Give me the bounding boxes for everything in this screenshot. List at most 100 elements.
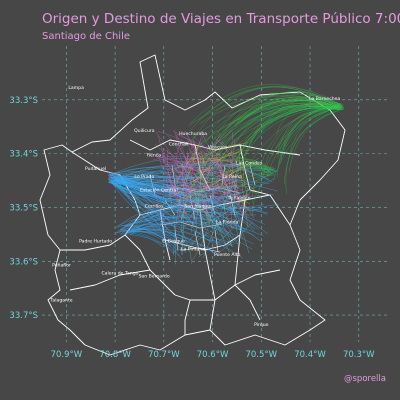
place-label: Conchalí bbox=[169, 141, 189, 148]
flow-line bbox=[176, 145, 180, 171]
y-tick-label: 33.4°S bbox=[9, 150, 38, 160]
x-tick-label: 70.5°W bbox=[245, 350, 277, 360]
x-tick-label: 70.4°W bbox=[294, 350, 326, 360]
flow-line bbox=[189, 195, 214, 226]
flow-line bbox=[226, 184, 250, 254]
x-tick-label: 70.3°W bbox=[343, 350, 375, 360]
flow-line bbox=[213, 221, 253, 257]
flow-line bbox=[202, 194, 228, 259]
flow-line bbox=[200, 157, 211, 228]
region-outline bbox=[39, 54, 346, 356]
place-label: La Florida bbox=[216, 220, 239, 226]
flow-line bbox=[201, 152, 207, 167]
flow-lines bbox=[107, 84, 344, 265]
y-tick-label: 33.7°S bbox=[9, 311, 38, 321]
place-label: San Bernardo bbox=[139, 273, 170, 279]
flow-line bbox=[176, 163, 248, 203]
flow-line bbox=[275, 103, 339, 134]
x-tick-label: 70.7°W bbox=[148, 350, 180, 360]
flow-line bbox=[205, 157, 226, 161]
flow-line bbox=[164, 195, 211, 219]
flow-line bbox=[179, 162, 204, 241]
flow-line bbox=[152, 186, 167, 230]
flow-line bbox=[273, 109, 342, 181]
flow-line bbox=[178, 226, 192, 265]
flow-line bbox=[120, 206, 183, 236]
flow-line bbox=[118, 205, 189, 227]
flow-line bbox=[186, 195, 217, 206]
flow-line bbox=[182, 193, 207, 215]
flow-line bbox=[257, 105, 342, 197]
place-label: Estación Central bbox=[140, 186, 178, 193]
flow-line bbox=[180, 202, 202, 234]
flow-line bbox=[254, 160, 269, 170]
flow-line bbox=[174, 168, 213, 190]
flow-line bbox=[115, 182, 266, 225]
place-label: Calera de Tango bbox=[101, 271, 138, 277]
y-axis-ticks: 33.3°S 33.4°S 33.5°S 33.6°S 33.7°S bbox=[9, 96, 38, 321]
flow-line bbox=[288, 107, 339, 173]
place-label: Las Condes bbox=[236, 160, 263, 166]
place-label: Quilicura bbox=[134, 128, 155, 134]
y-tick-label: 33.3°S bbox=[9, 96, 38, 106]
place-label: Lampa bbox=[68, 85, 84, 91]
flow-line bbox=[173, 161, 192, 256]
flow-line bbox=[185, 143, 200, 183]
flow-line bbox=[123, 232, 162, 247]
place-labels: Lampa Lo Barnechea Quilicura Huechuraba Conc… bbox=[49, 85, 340, 328]
flow-line bbox=[124, 234, 183, 260]
place-label: Huechuraba bbox=[179, 131, 207, 137]
flow-line bbox=[199, 174, 275, 224]
flow-line bbox=[169, 184, 247, 195]
flow-line bbox=[155, 163, 195, 198]
flow-line bbox=[192, 191, 229, 214]
place-label: Peñaflor bbox=[52, 263, 71, 269]
place-label: El Bosque bbox=[162, 238, 185, 244]
place-label: Peñalolén bbox=[228, 194, 250, 201]
flow-line bbox=[133, 223, 225, 247]
place-label: La Pintana bbox=[181, 247, 205, 253]
flow-line bbox=[236, 91, 341, 123]
flow-line bbox=[213, 100, 342, 140]
place-label: Talagante bbox=[49, 298, 72, 304]
flow-line bbox=[181, 164, 185, 256]
place-label: Pirque bbox=[254, 322, 269, 328]
author-credit: @sporella bbox=[344, 374, 386, 384]
flow-line bbox=[120, 231, 199, 248]
flow-line bbox=[158, 136, 209, 202]
flow-line bbox=[116, 178, 263, 214]
place-label: Renca bbox=[147, 152, 161, 158]
flow-line bbox=[173, 179, 255, 253]
flow-line bbox=[167, 129, 233, 176]
flow-line bbox=[198, 210, 248, 258]
flow-line bbox=[266, 107, 340, 177]
flow-line bbox=[166, 170, 235, 189]
map-title: Origen y Destino de Viajes en Transporte… bbox=[42, 11, 400, 27]
flow-line bbox=[165, 177, 176, 265]
place-label: Cerrillos bbox=[145, 203, 164, 209]
flow-line bbox=[129, 224, 226, 238]
flow-line bbox=[239, 94, 341, 125]
flow-line bbox=[114, 165, 229, 174]
flow-line bbox=[167, 148, 228, 189]
place-label: Vitacura bbox=[208, 144, 227, 150]
flow-line bbox=[190, 159, 220, 233]
flow-line bbox=[177, 160, 235, 237]
y-tick-label: 33.6°S bbox=[9, 257, 38, 267]
flow-line bbox=[115, 230, 178, 244]
x-tick-label: 70.6°W bbox=[197, 350, 229, 360]
flow-line bbox=[188, 94, 340, 126]
flow-line bbox=[211, 175, 219, 198]
flow-line bbox=[189, 226, 198, 241]
flow-line bbox=[198, 169, 230, 253]
flow-line bbox=[233, 187, 249, 217]
place-label: La Reina bbox=[222, 174, 242, 180]
flow-line bbox=[234, 105, 343, 193]
flow-line bbox=[236, 167, 249, 210]
flow-line bbox=[172, 144, 203, 193]
flow-line bbox=[189, 86, 341, 132]
flow-line bbox=[182, 160, 241, 168]
flow-line bbox=[233, 107, 339, 157]
x-tick-label: 70.9°W bbox=[51, 350, 83, 360]
